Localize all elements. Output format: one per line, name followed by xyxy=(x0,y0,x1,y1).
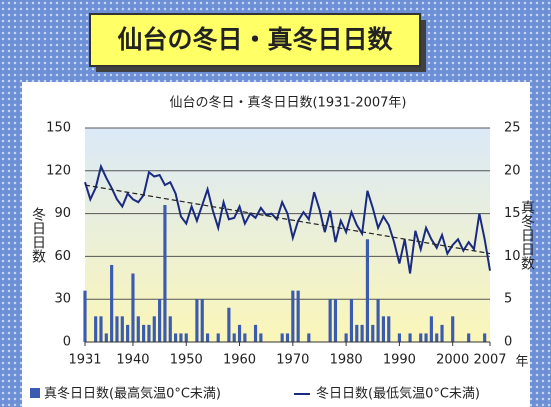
bar xyxy=(376,299,380,342)
bar xyxy=(440,324,444,342)
bar xyxy=(371,324,375,342)
y2-tick-label: 15 xyxy=(504,206,521,221)
bar xyxy=(110,264,114,342)
y-tick-label: 150 xyxy=(46,121,71,136)
x-tick-label: 1970 xyxy=(276,353,309,368)
banner xyxy=(89,13,421,67)
bar xyxy=(136,316,140,342)
y2-tick-label: 25 xyxy=(504,121,521,136)
bar xyxy=(424,333,428,342)
chart-title: 仙台の冬日・真冬日日数(1931-2007年) xyxy=(169,95,406,111)
banner-title: 仙台の冬日・真冬日日数 xyxy=(117,25,393,54)
bar xyxy=(152,316,156,342)
x-tick-label: 1940 xyxy=(116,353,149,368)
x-tick-label: 1931 xyxy=(68,353,101,368)
bar xyxy=(280,333,284,342)
bar xyxy=(419,333,423,342)
bar xyxy=(451,316,455,342)
y-axis-label: 冬日日数 xyxy=(30,207,46,263)
bar xyxy=(408,333,412,342)
bar xyxy=(142,324,146,342)
y2-tick-label: 20 xyxy=(504,163,521,178)
bar xyxy=(115,316,119,342)
bar xyxy=(296,290,300,342)
trend-line xyxy=(84,184,491,255)
bar xyxy=(243,333,247,342)
bar xyxy=(216,333,220,342)
line xyxy=(84,163,491,274)
bar xyxy=(195,299,199,342)
legend-label: 冬日日数(最低気温0°C未満) xyxy=(316,386,480,402)
bar xyxy=(126,324,130,342)
x-tick-label: 2000 xyxy=(436,353,469,368)
bar xyxy=(232,333,236,342)
y2-axis-label: 真冬日日数 xyxy=(519,200,535,270)
bar xyxy=(104,333,108,342)
x-tick-label: 1950 xyxy=(170,353,203,368)
bar xyxy=(168,316,172,342)
bar xyxy=(184,333,188,342)
bar xyxy=(397,333,401,342)
bar xyxy=(237,324,242,342)
y-tick-label: 30 xyxy=(54,292,71,307)
bar xyxy=(291,290,295,342)
bar xyxy=(158,299,162,342)
x-axis-unit: 年 xyxy=(515,355,528,370)
bar xyxy=(163,205,167,342)
bar xyxy=(179,333,183,342)
bar xyxy=(205,333,210,342)
x-tick-label: 1990 xyxy=(383,353,416,368)
bar xyxy=(387,316,391,342)
y2-tick-label: 10 xyxy=(504,249,521,264)
bar xyxy=(365,239,370,342)
x-tick-label: 1960 xyxy=(223,353,256,368)
bar xyxy=(83,290,87,342)
bar xyxy=(94,316,98,342)
bar xyxy=(120,316,124,342)
legend-swatch xyxy=(30,388,40,398)
bar xyxy=(360,324,364,342)
bar xyxy=(259,333,263,342)
bar xyxy=(99,316,103,342)
x-tick-label: 2007 xyxy=(473,353,506,368)
bar xyxy=(307,333,311,342)
plot-area xyxy=(85,128,490,342)
bar xyxy=(435,333,439,342)
y2-tick-label: 5 xyxy=(504,292,512,307)
bar xyxy=(253,324,258,342)
y-tick-label: 90 xyxy=(54,206,71,221)
bar xyxy=(285,333,290,342)
bar xyxy=(349,299,354,342)
bar xyxy=(328,299,332,342)
bar xyxy=(174,333,178,342)
bar xyxy=(131,273,135,342)
bar xyxy=(200,299,204,342)
bar xyxy=(147,324,151,342)
x-tick-label: 1980 xyxy=(330,353,363,368)
legend-label: 真冬日日数(最高気温0°C未満) xyxy=(44,386,221,402)
bar xyxy=(227,307,231,342)
bar xyxy=(429,316,433,342)
bar xyxy=(381,316,385,342)
y-tick-label: 0 xyxy=(63,335,71,350)
y-tick-label: 60 xyxy=(54,249,71,264)
bar xyxy=(344,333,348,342)
y-tick-label: 120 xyxy=(46,163,71,178)
bar xyxy=(467,333,471,342)
bar xyxy=(483,333,487,342)
bar xyxy=(355,324,359,342)
bar xyxy=(333,299,338,342)
y2-tick-label: 0 xyxy=(504,335,512,350)
